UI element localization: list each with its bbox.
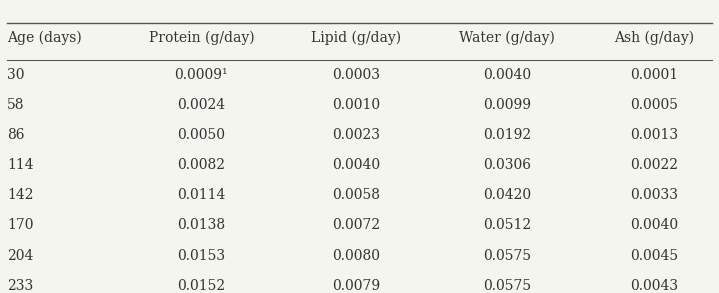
Text: 142: 142 <box>7 188 34 202</box>
Text: 0.0023: 0.0023 <box>332 128 380 142</box>
Text: 0.0152: 0.0152 <box>178 279 225 293</box>
Text: 0.0079: 0.0079 <box>332 279 380 293</box>
Text: 0.0040: 0.0040 <box>631 218 678 232</box>
Text: Ash (g/day): Ash (g/day) <box>614 30 695 45</box>
Text: 0.0138: 0.0138 <box>178 218 225 232</box>
Text: 114: 114 <box>7 158 34 172</box>
Text: 0.0050: 0.0050 <box>178 128 225 142</box>
Text: 0.0009¹: 0.0009¹ <box>175 68 228 82</box>
Text: 0.0420: 0.0420 <box>483 188 531 202</box>
Text: 0.0575: 0.0575 <box>483 248 531 263</box>
Text: 0.0033: 0.0033 <box>631 188 678 202</box>
Text: 0.0024: 0.0024 <box>178 98 225 112</box>
Text: Water (g/day): Water (g/day) <box>459 30 555 45</box>
Text: 86: 86 <box>7 128 24 142</box>
Text: 0.0010: 0.0010 <box>332 98 380 112</box>
Text: 0.0082: 0.0082 <box>178 158 225 172</box>
Text: 170: 170 <box>7 218 34 232</box>
Text: 0.0013: 0.0013 <box>631 128 678 142</box>
Text: 0.0080: 0.0080 <box>332 248 380 263</box>
Text: 0.0153: 0.0153 <box>178 248 225 263</box>
Text: 0.0512: 0.0512 <box>483 218 531 232</box>
Text: 0.0306: 0.0306 <box>483 158 531 172</box>
Text: 0.0575: 0.0575 <box>483 279 531 293</box>
Text: 0.0114: 0.0114 <box>177 188 226 202</box>
Text: 0.0003: 0.0003 <box>332 68 380 82</box>
Text: 0.0040: 0.0040 <box>332 158 380 172</box>
Text: Lipid (g/day): Lipid (g/day) <box>311 30 401 45</box>
Text: 0.0001: 0.0001 <box>631 68 678 82</box>
Text: 0.0040: 0.0040 <box>483 68 531 82</box>
Text: 0.0099: 0.0099 <box>483 98 531 112</box>
Text: 0.0043: 0.0043 <box>631 279 678 293</box>
Text: 204: 204 <box>7 248 34 263</box>
Text: 0.0192: 0.0192 <box>483 128 531 142</box>
Text: 0.0005: 0.0005 <box>631 98 678 112</box>
Text: 233: 233 <box>7 279 34 293</box>
Text: 0.0072: 0.0072 <box>332 218 380 232</box>
Text: 0.0058: 0.0058 <box>332 188 380 202</box>
Text: 0.0045: 0.0045 <box>631 248 678 263</box>
Text: 30: 30 <box>7 68 24 82</box>
Text: 0.0022: 0.0022 <box>631 158 678 172</box>
Text: 58: 58 <box>7 98 24 112</box>
Text: Protein (g/day): Protein (g/day) <box>149 30 254 45</box>
Text: Age (days): Age (days) <box>7 30 82 45</box>
